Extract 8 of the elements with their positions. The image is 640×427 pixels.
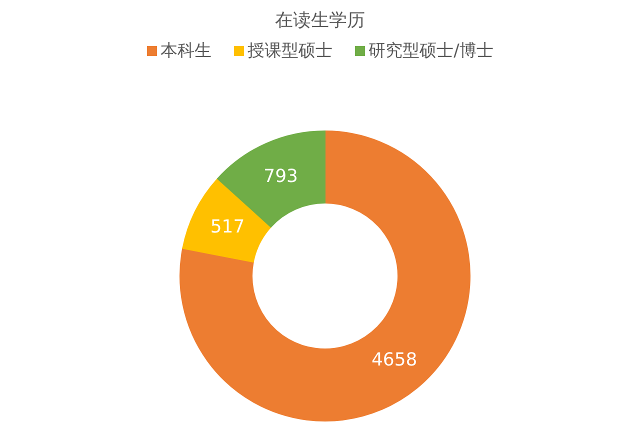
- legend-label: 研究型硕士/博士: [368, 40, 494, 62]
- donut-slice: [180, 130, 470, 422]
- data-label: 793: [264, 166, 298, 187]
- legend-label: 授课型硕士: [248, 40, 333, 62]
- data-label: 517: [210, 216, 245, 238]
- legend-label: 本科生: [160, 40, 212, 62]
- chart-title: 在读生学历: [274, 9, 366, 32]
- data-label: 4658: [371, 350, 418, 371]
